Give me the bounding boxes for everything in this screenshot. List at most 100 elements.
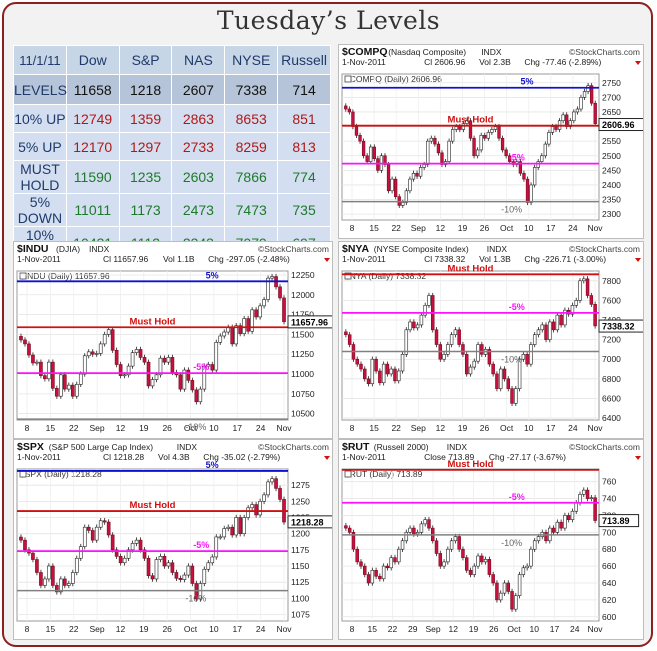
table-cell: 813 [277, 132, 331, 161]
candle-body [114, 549, 119, 557]
last-price-box [287, 515, 332, 529]
x-tick-label: 22 [69, 423, 79, 433]
x-tick-label: Sep [425, 624, 440, 634]
candle-body [575, 108, 580, 113]
table-cell: 1297 [118, 132, 173, 161]
candle-body [270, 276, 274, 279]
level-label: 5% [206, 270, 219, 280]
candle-body [506, 378, 510, 389]
candle-body [464, 557, 469, 571]
chart-symbol: $NYA [342, 243, 369, 255]
candle-body [378, 370, 382, 384]
candle-body [186, 565, 191, 576]
x-tick-label: Sep [90, 624, 105, 634]
candle-body [415, 532, 420, 535]
candle-body [372, 146, 376, 159]
candle-body [551, 527, 556, 533]
candle-body [521, 354, 526, 360]
y-tick-label: 7800 [602, 276, 621, 286]
candle-body [585, 489, 590, 499]
candle-body [35, 559, 39, 573]
candle-body [366, 378, 371, 385]
candle-body [404, 532, 409, 542]
y-tick-label: 600 [602, 612, 616, 622]
chart-watermark: ©StockCharts.com [569, 442, 640, 452]
candle-body [457, 536, 461, 550]
candle-body [230, 526, 235, 536]
y-tick-label: 1200 [291, 529, 310, 539]
y-tick-label: 2400 [602, 180, 621, 190]
candle-body [555, 521, 560, 533]
candle-body [146, 557, 151, 577]
candle-body [487, 559, 492, 575]
candle-body [238, 325, 242, 334]
candle-body [70, 572, 75, 584]
candle-body [166, 562, 171, 567]
level-label: -5% [509, 492, 525, 502]
candle-body [393, 368, 397, 382]
candle-body [495, 582, 499, 601]
x-tick-label: 24 [256, 423, 266, 433]
candle-body [82, 526, 87, 547]
y-tick-label: 7000 [602, 354, 621, 364]
column-header-nyse: NYSE [224, 45, 279, 75]
candle-body [358, 135, 362, 142]
candle-body [427, 295, 431, 306]
y-tick-label: 11000 [291, 369, 314, 379]
candle-body [102, 334, 107, 345]
candle-body [202, 365, 207, 390]
candle-body [394, 178, 398, 197]
last-price-box [598, 118, 643, 132]
candle-body [274, 478, 278, 489]
y-tick-label: 11750 [291, 310, 314, 320]
candle-body [238, 517, 242, 534]
chart-exchange: INDX [89, 244, 110, 254]
chart-close: Close 713.89 [424, 452, 474, 462]
candle-body [43, 375, 47, 380]
last-price-label: 713.89 [602, 516, 630, 526]
level-label: Must Hold [448, 115, 494, 126]
candle-body [110, 534, 115, 551]
candle-body [551, 321, 556, 331]
candle-body [559, 521, 563, 529]
candle-body [102, 520, 107, 523]
level-label: Must Hold [448, 263, 494, 274]
candle-body [278, 286, 282, 299]
candle-body [566, 515, 571, 520]
x-tick-label: 26 [162, 423, 172, 433]
candle-body [480, 555, 484, 563]
candle-body [589, 295, 594, 305]
candle-body [162, 556, 167, 567]
candle-body [389, 557, 393, 569]
y-tick-label: 6400 [602, 413, 621, 423]
x-tick-label: 15 [46, 423, 56, 433]
candle-body [347, 108, 351, 113]
chart-name: (DJIA) [56, 244, 80, 254]
candle-body [98, 343, 103, 354]
candle-body [258, 305, 262, 318]
candle-body [347, 334, 352, 345]
x-tick-label: 19 [469, 624, 479, 634]
candle-body [170, 562, 175, 573]
candle-body [122, 374, 127, 377]
x-tick-label: 10 [524, 423, 534, 433]
candle-body [554, 126, 558, 130]
candle-body [585, 278, 590, 296]
table-row-levels: LEVELS 11658 1218 2607 7338 714 [13, 74, 331, 105]
candle-body [365, 155, 369, 162]
candle-body [479, 135, 483, 151]
table-cell: 1359 [118, 104, 173, 133]
candle-body [142, 357, 147, 363]
candle-body [502, 582, 507, 594]
candle-body [536, 536, 541, 542]
table-cell: 12749 [65, 104, 120, 133]
candle-body [404, 329, 409, 355]
x-tick-label: 17 [546, 423, 556, 433]
column-header-dow: Dow [65, 45, 120, 75]
chart-date: 1-Nov-2011 [17, 452, 61, 462]
x-tick-label: 12 [436, 423, 446, 433]
candle-body [593, 102, 597, 124]
candle-body [114, 349, 119, 365]
candle-body [525, 354, 529, 365]
candle-body [590, 85, 594, 104]
